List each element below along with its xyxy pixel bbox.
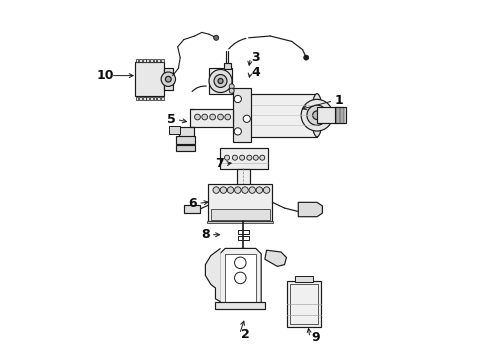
Bar [211,209,270,220]
Bar [335,107,346,123]
Circle shape [260,155,265,160]
Bar [220,148,269,169]
Polygon shape [209,68,232,94]
Polygon shape [220,248,261,307]
Text: 5: 5 [167,113,175,126]
Bar [164,68,173,90]
Circle shape [232,155,238,160]
Circle shape [214,75,227,87]
Bar [295,276,313,282]
Bar [224,63,231,69]
Bar [242,94,317,137]
Circle shape [256,187,263,193]
Bar [190,109,233,127]
Circle shape [225,114,231,120]
Circle shape [243,115,250,122]
Circle shape [304,55,309,60]
Circle shape [220,187,227,193]
Bar [238,236,248,240]
Polygon shape [184,205,200,213]
Bar [135,62,164,96]
Polygon shape [205,248,221,302]
Bar [153,58,156,62]
Bar [176,136,195,144]
Bar [179,127,194,138]
Circle shape [210,114,216,120]
Circle shape [234,95,242,103]
Bar [153,97,156,100]
Circle shape [249,187,255,193]
Bar [237,169,250,216]
Text: 3: 3 [251,51,260,64]
Circle shape [224,155,229,160]
Circle shape [218,114,223,120]
Text: 10: 10 [97,69,114,82]
Bar [157,97,160,100]
Bar [161,58,164,62]
Bar [169,126,180,134]
Text: 1: 1 [334,94,343,107]
Circle shape [307,105,327,125]
Polygon shape [225,254,256,302]
Bar [143,58,146,62]
Bar [288,281,320,327]
Circle shape [247,155,252,160]
Circle shape [301,99,333,131]
Bar [139,58,142,62]
Bar [139,97,142,100]
Circle shape [218,78,223,84]
Polygon shape [265,250,286,266]
Circle shape [234,128,242,135]
Polygon shape [207,221,273,223]
Circle shape [227,187,234,193]
Bar [238,230,248,234]
Circle shape [229,88,234,93]
Text: 6: 6 [189,197,197,210]
Bar [143,97,146,100]
Circle shape [209,69,232,93]
Bar [208,184,272,221]
Bar [233,88,251,142]
Circle shape [166,76,171,82]
Circle shape [240,155,245,160]
Bar [147,97,149,100]
Bar [136,58,139,62]
Bar [150,58,153,62]
Text: 8: 8 [201,228,210,241]
Circle shape [229,84,234,89]
Bar [290,284,318,324]
Circle shape [235,187,241,193]
Ellipse shape [238,102,245,128]
Circle shape [235,257,246,269]
Text: 7: 7 [216,157,224,170]
Circle shape [313,111,321,120]
Ellipse shape [236,94,247,137]
Text: 9: 9 [311,331,319,344]
Text: 2: 2 [241,328,249,341]
Circle shape [263,187,270,193]
Polygon shape [298,202,322,217]
Circle shape [213,187,220,193]
Circle shape [253,155,258,160]
Circle shape [235,272,246,284]
Bar [176,145,195,151]
Bar [147,58,149,62]
Bar [317,107,337,123]
Circle shape [195,114,200,120]
Circle shape [202,114,208,120]
Circle shape [214,35,219,40]
Bar [216,302,265,309]
Circle shape [161,72,175,86]
Text: 4: 4 [251,66,260,78]
Ellipse shape [312,94,322,137]
Bar [150,97,153,100]
Bar [136,97,139,100]
Circle shape [242,187,248,193]
Bar [161,97,164,100]
Bar [157,58,160,62]
